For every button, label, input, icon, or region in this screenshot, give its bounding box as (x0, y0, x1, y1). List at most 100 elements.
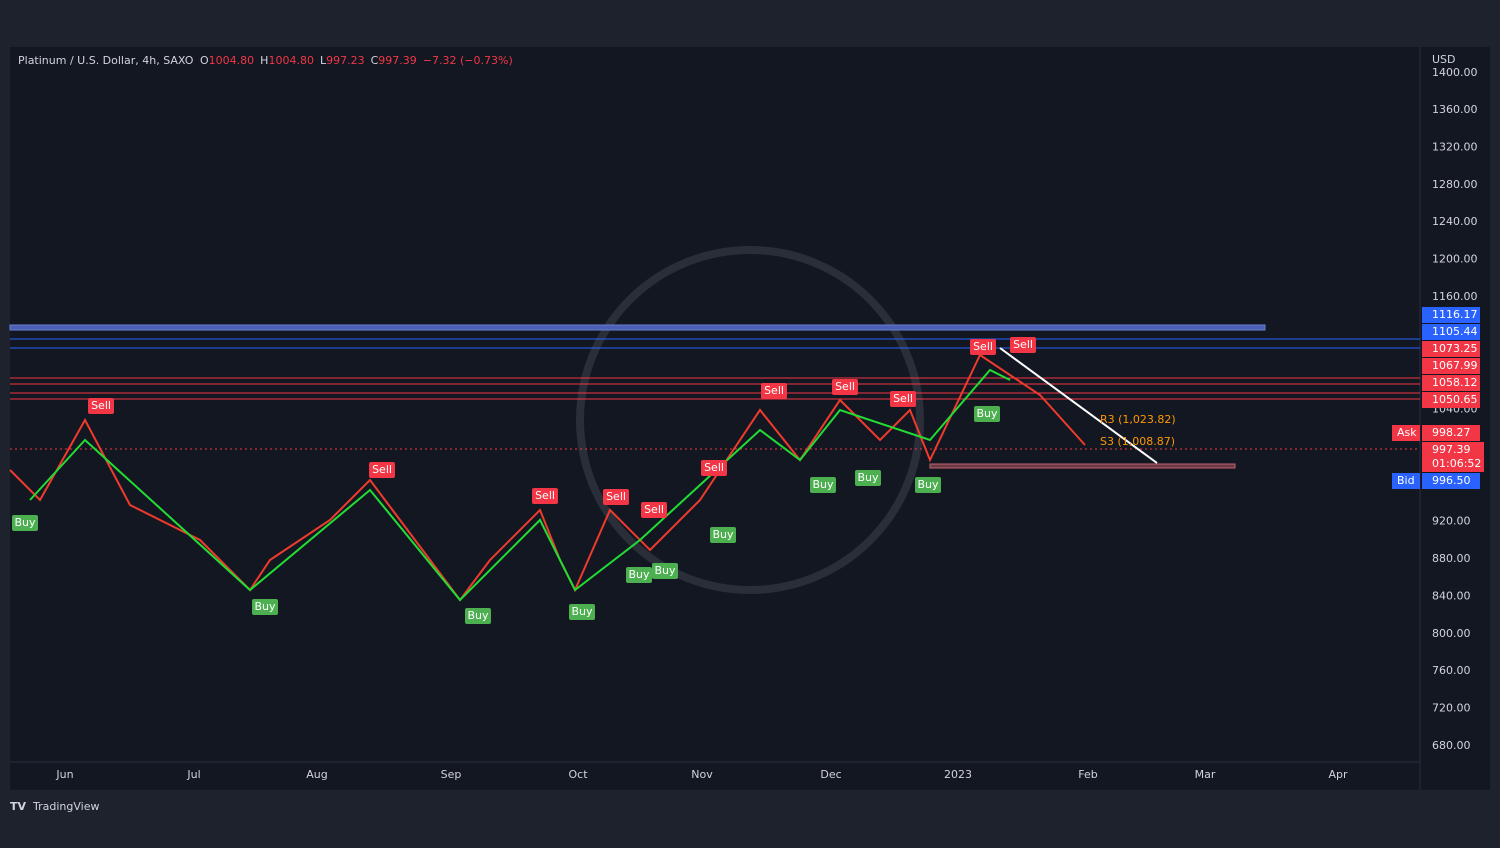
signal-badge (252, 599, 278, 615)
price-label: 800.00 (1432, 627, 1471, 640)
bid-label: Bid (1397, 474, 1415, 487)
time-label: Jul (186, 768, 200, 781)
price-label: 1400.00 (1432, 66, 1478, 79)
signal-badge (855, 470, 881, 486)
signal-text: Buy (917, 478, 939, 491)
signal-badge (810, 477, 836, 493)
price-label: 680.00 (1432, 739, 1471, 752)
support-zone (929, 463, 1236, 469)
signal-text: Buy (812, 478, 834, 491)
price-label: 1240.00 (1432, 215, 1478, 228)
currency: USD (1432, 53, 1456, 66)
ohlc-high: 1004.80 (268, 54, 314, 67)
trend-ribbon (29, 368, 1011, 602)
ohlc-change: −7.32 (−0.73%) (423, 54, 513, 67)
time-label: Jun (55, 768, 73, 781)
pivot-label: R3 (1,023.82) (1100, 413, 1176, 426)
ohlc-low: 997.23 (326, 54, 365, 67)
countdown: 01:06:52 (1432, 457, 1481, 470)
signal-badge (970, 339, 996, 355)
price-tag-text: 1067.99 (1432, 359, 1478, 372)
bid-price: 996.50 (1432, 474, 1471, 487)
ohlc-high-label: H (260, 54, 268, 67)
last-tag (1422, 442, 1484, 472)
price-tag-text: 1105.44 (1432, 325, 1478, 338)
signal-text: Sell (973, 340, 993, 353)
ask-label: Ask (1397, 426, 1417, 439)
signal-badge (603, 489, 629, 505)
signal-badge (974, 406, 1000, 422)
bid-box (1392, 473, 1420, 489)
signal-badge (832, 379, 858, 395)
ask-tag (1422, 425, 1480, 441)
price-tag (1422, 307, 1480, 323)
signal-badge (652, 563, 678, 579)
level-lines (10, 377, 1420, 400)
signal-text: Buy (628, 568, 650, 581)
footer: TradingView (32, 800, 99, 813)
signal-text: Sell (606, 490, 626, 503)
trend-line (999, 347, 1158, 464)
signal-text: Buy (654, 564, 676, 577)
signal-text: Buy (857, 471, 879, 484)
ohlc-open-label: O (200, 54, 209, 67)
signal-badge (12, 515, 38, 531)
signal-text: Sell (644, 503, 664, 516)
signal-text: Buy (254, 600, 276, 613)
signal-badge (710, 527, 736, 543)
price-label: 1160.00 (1432, 290, 1478, 303)
price-label: 840.00 (1432, 589, 1471, 602)
signal-text: Sell (372, 463, 392, 476)
signal-badge (532, 488, 558, 504)
signal-badge (88, 398, 114, 414)
time-label: Nov (691, 768, 713, 781)
signal-text: Buy (976, 407, 998, 420)
price-label: 1360.00 (1432, 103, 1478, 116)
price-tag-text: 1058.12 (1432, 376, 1478, 389)
price-tag-text: 1116.17 (1432, 308, 1478, 321)
price-tag (1422, 341, 1480, 357)
ohlc-low-label: L (320, 54, 327, 67)
chart-pane (10, 47, 1490, 790)
price-tag-text: 1050.65 (1432, 393, 1478, 406)
time-label: Dec (820, 768, 841, 781)
signal-badge (761, 383, 787, 399)
price-label: 760.00 (1432, 664, 1471, 677)
price-label: 720.00 (1432, 702, 1471, 715)
symbol: Platinum / U.S. Dollar, 4h, SAXO (18, 54, 194, 67)
signal-badge (701, 460, 727, 476)
signal-text: Sell (1013, 338, 1033, 351)
signal-text: Sell (764, 384, 784, 397)
price-label: 1320.00 (1432, 140, 1478, 153)
signal-badge (626, 567, 652, 583)
price-label: 880.00 (1432, 552, 1471, 565)
price-label: 1200.00 (1432, 253, 1478, 266)
price-tag-text: 1073.25 (1432, 342, 1478, 355)
signal-text: Buy (467, 609, 489, 622)
time-label: 2023 (944, 768, 972, 781)
price-label: 920.00 (1432, 515, 1471, 528)
ohlc-close: 997.39 (378, 54, 417, 67)
signal-badge (890, 391, 916, 407)
time-label: Feb (1078, 768, 1097, 781)
signal-text: Sell (704, 461, 724, 474)
signal-badge (1010, 337, 1036, 353)
signal-text: Sell (893, 392, 913, 405)
signal-text: Sell (535, 489, 555, 502)
price-tag (1422, 375, 1480, 391)
signal-text: Buy (712, 528, 734, 541)
time-label: Mar (1195, 768, 1216, 781)
time-label: Aug (306, 768, 327, 781)
pivot-label: S3 (1,008.87) (1100, 435, 1175, 448)
price-tag (1422, 324, 1480, 340)
time-label: Sep (441, 768, 462, 781)
ask-box (1392, 425, 1420, 441)
signal-badge (915, 477, 941, 493)
bid-tag (1422, 473, 1480, 489)
signal-badge (569, 604, 595, 620)
ohlc-open: 1004.80 (209, 54, 255, 67)
ohlc-close-label: C (371, 54, 379, 67)
price-tag (1422, 392, 1480, 408)
time-label: Apr (1328, 768, 1348, 781)
